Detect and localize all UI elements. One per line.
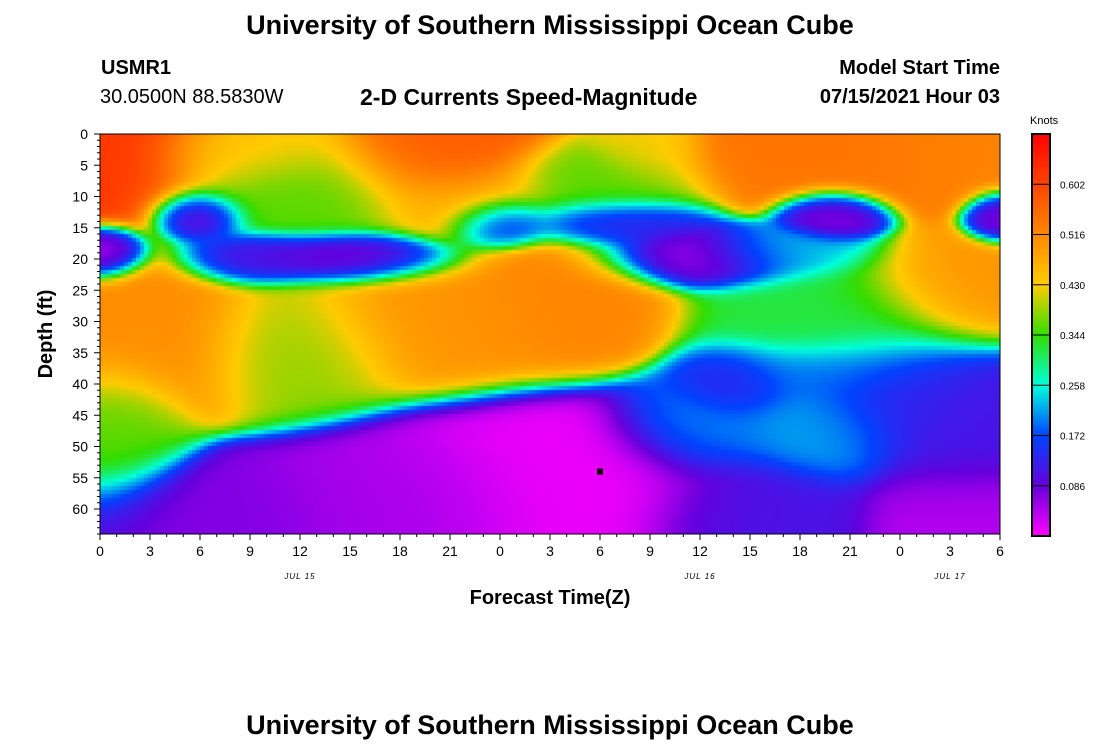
colorbar-tick-label: 0.516	[1060, 231, 1085, 242]
y-tick-label: 40	[72, 376, 88, 392]
x-tick-label: 3	[546, 543, 554, 559]
x-tick-label: 15	[342, 543, 358, 559]
colorbar-tick-label: 0.430	[1060, 281, 1085, 292]
y-tick-label: 20	[72, 251, 88, 267]
x-tick-label: 15	[742, 543, 758, 559]
page-title: University of Southern Mississippi Ocean…	[246, 10, 854, 40]
x-tick-label: 0	[496, 543, 504, 559]
station-coords: 30.0500N 88.5830W	[100, 86, 284, 108]
x-tick-label: 9	[646, 543, 654, 559]
date-labels: JUL 15 JUL 16 JUL 17	[283, 572, 965, 581]
x-tick-label: 6	[996, 543, 1004, 559]
x-tick-label: 9	[246, 543, 254, 559]
colorbar-tick-label: 0.086	[1060, 482, 1085, 493]
x-tick-label: 6	[596, 543, 604, 559]
colorbar: Knots 0.602 0.516 0.430 0.344 0.258 0.172 0.08…	[1030, 115, 1085, 537]
x-axis-label: Forecast Time(Z)	[470, 587, 631, 609]
x-tick-label: 21	[842, 543, 858, 559]
colorbar-tick-label: 0.602	[1060, 180, 1085, 191]
x-tick-label: 3	[946, 543, 954, 559]
x-tick-label: 0	[96, 543, 104, 559]
date-label: JUL 15	[283, 572, 315, 581]
station-id: USMR1	[101, 57, 172, 79]
x-tick-label: 12	[292, 543, 308, 559]
model-start-label: Model Start Time	[839, 57, 1000, 79]
y-tick-label: 35	[72, 345, 88, 361]
x-tick-label: 6	[196, 543, 204, 559]
y-tick-label: 55	[72, 470, 88, 486]
position-marker	[597, 468, 603, 475]
x-tick-label: 18	[792, 543, 808, 559]
date-label: JUL 16	[683, 572, 715, 581]
x-tick-label: 18	[392, 543, 408, 559]
y-tick-label: 10	[72, 189, 88, 205]
y-tick-label: 50	[72, 439, 88, 455]
model-start-value: 07/15/2021 Hour 03	[819, 86, 1000, 108]
chart-subtitle: 2-D Currents Speed-Magnitude	[360, 84, 698, 110]
footer-title: University of Southern Mississippi Ocean…	[246, 710, 854, 740]
x-axis: 0 3 6 9 12 15 18 21 0 3 6 9 12 15 18 21 0 3 6	[96, 534, 1004, 559]
x-tick-label: 0	[896, 543, 904, 559]
y-tick-label: 15	[72, 220, 88, 236]
colorbar-tick-label: 0.172	[1060, 432, 1085, 443]
x-tick-label: 21	[442, 543, 458, 559]
y-tick-label: 30	[72, 314, 88, 330]
colorbar-title: Knots	[1030, 115, 1059, 127]
y-axis-label: Depth (ft)	[35, 290, 57, 379]
date-label: JUL 17	[933, 572, 965, 581]
y-tick-label: 25	[72, 282, 88, 298]
x-tick-label: 3	[146, 543, 154, 559]
y-tick-label: 60	[72, 501, 88, 517]
y-tick-label: 45	[72, 407, 88, 423]
heatmap-area	[100, 134, 1000, 534]
colorbar-tick-label: 0.258	[1060, 381, 1085, 392]
y-tick-label: 5	[80, 157, 88, 173]
y-tick-label: 0	[80, 126, 88, 142]
y-axis: 0 5 10 15 20 25 30 35 40 45 50 55 60	[72, 126, 100, 535]
x-tick-label: 12	[692, 543, 708, 559]
colorbar-tick-label: 0.344	[1060, 331, 1085, 342]
